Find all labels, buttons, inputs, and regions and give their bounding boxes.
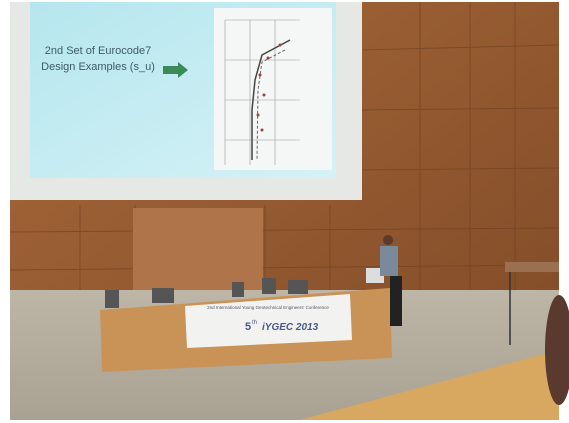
- banner-suffix: th: [252, 320, 257, 326]
- slide-graph: [214, 8, 332, 170]
- wall-panel: [133, 208, 263, 290]
- banner-number: 5: [245, 321, 251, 333]
- banner-name: iYGEC 2013: [262, 322, 319, 333]
- side-table: [505, 262, 559, 272]
- slide-text: 2nd Set of Eurocode7: [45, 45, 151, 57]
- photo: 2nd Set of Eurocode7 Design Examples (s_…: [0, 0, 569, 423]
- banner-subtitle: 2nd International Young Geotechnical Eng…: [207, 305, 329, 310]
- slide-text: Design Examples (s_u): [41, 61, 155, 73]
